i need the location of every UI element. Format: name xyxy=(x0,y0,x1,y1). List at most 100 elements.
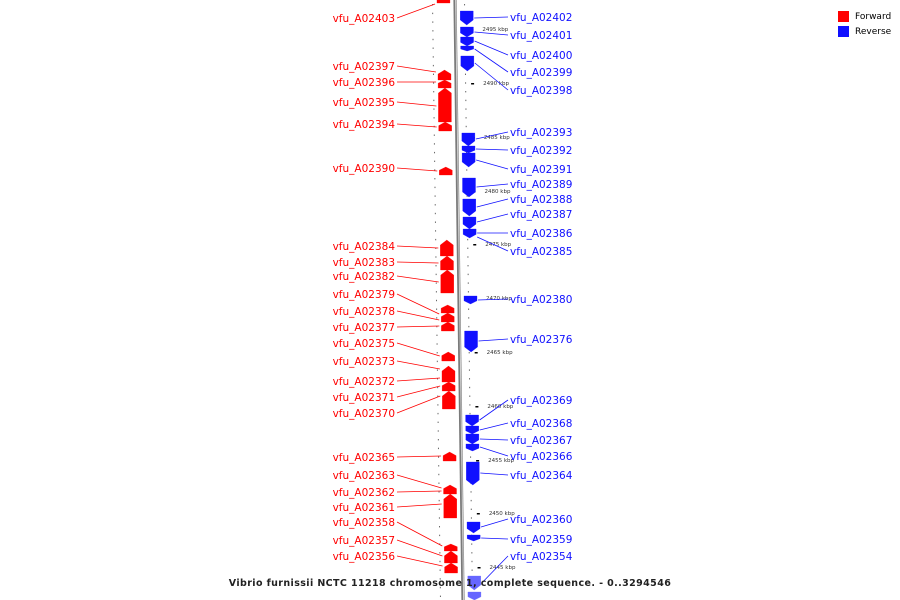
reverse-gene-label[interactable]: vfu_A02366 xyxy=(510,451,573,463)
reverse-gene-label[interactable]: vfu_A02399 xyxy=(510,67,572,79)
tick-dot xyxy=(465,99,467,102)
tick-dot xyxy=(466,195,468,197)
kbp-tick-label: 2460 kbp xyxy=(487,404,513,410)
forward-gene-label[interactable]: vfu_A02371 xyxy=(333,392,395,404)
legend-reverse-label: Reverse xyxy=(855,26,892,37)
tick-dot xyxy=(434,169,436,171)
forward-gene-label[interactable]: vfu_A02375 xyxy=(333,338,395,350)
forward-gene-label[interactable]: vfu_A02403 xyxy=(333,13,395,25)
tick-dot xyxy=(471,543,473,545)
reverse-gene-label[interactable]: vfu_A02369 xyxy=(510,395,572,407)
reverse-gene-label[interactable]: vfu_A02380 xyxy=(510,294,572,306)
forward-gene-label[interactable]: vfu_A02356 xyxy=(333,551,396,563)
reverse-gene-label[interactable]: vfu_A02400 xyxy=(510,50,572,62)
forward-gene-arrow xyxy=(440,304,455,314)
tick-dot xyxy=(432,64,434,67)
tick-dot xyxy=(465,117,467,119)
reverse-leader-line xyxy=(479,438,509,441)
forward-leader-line xyxy=(396,310,440,321)
tick-dot xyxy=(466,151,468,154)
forward-gene-arrow xyxy=(438,121,452,132)
forward-gene-label[interactable]: vfu_A02365 xyxy=(333,452,395,464)
tick-dot xyxy=(434,160,436,162)
kbp-tick xyxy=(477,567,481,569)
forward-leader-line xyxy=(396,395,441,414)
tick-dot xyxy=(433,82,435,84)
reverse-leader-line xyxy=(478,338,509,342)
tick-dot xyxy=(437,412,439,415)
forward-leader-line xyxy=(396,521,443,547)
tick-dot xyxy=(464,73,466,75)
tick-dot xyxy=(439,578,441,580)
forward-gene-label[interactable]: vfu_A02357 xyxy=(333,535,395,547)
forward-gene-label[interactable]: vfu_A02361 xyxy=(333,502,395,514)
tick-dot xyxy=(437,447,439,450)
forward-gene-label[interactable]: vfu_A02377 xyxy=(333,322,395,334)
tick-dot xyxy=(439,586,441,589)
forward-gene-label[interactable]: vfu_A02362 xyxy=(333,487,395,499)
reverse-gene-label[interactable]: vfu_A02354 xyxy=(510,551,573,563)
forward-leader-line xyxy=(396,455,442,458)
forward-gene-label[interactable]: vfu_A02395 xyxy=(333,97,395,109)
forward-gene-arrow xyxy=(440,269,454,294)
tick-dot xyxy=(471,569,473,571)
forward-gene-label[interactable]: vfu_A02372 xyxy=(333,376,395,388)
tick-dot xyxy=(469,378,471,380)
reverse-gene-label[interactable]: vfu_A02367 xyxy=(510,435,572,447)
tick-dot xyxy=(435,256,437,258)
reverse-leader-line xyxy=(481,555,509,584)
reverse-gene-label[interactable]: vfu_A02401 xyxy=(510,30,572,42)
reverse-gene-label[interactable]: vfu_A02360 xyxy=(510,514,572,526)
reverse-gene-label[interactable]: vfu_A02389 xyxy=(510,179,572,191)
forward-swatch xyxy=(838,11,849,22)
forward-gene-arrow xyxy=(440,239,454,257)
reverse-gene-label[interactable]: vfu_A02376 xyxy=(510,334,573,346)
tick-dot xyxy=(468,369,470,371)
tick-dot xyxy=(432,30,434,32)
forward-leader-line xyxy=(396,293,440,315)
forward-leader-line xyxy=(396,325,440,328)
reverse-gene-label[interactable]: vfu_A02368 xyxy=(510,418,572,430)
reverse-gene-label[interactable]: vfu_A02387 xyxy=(510,209,572,221)
forward-gene-label[interactable]: vfu_A02370 xyxy=(333,408,395,420)
reverse-gene-label[interactable]: vfu_A02402 xyxy=(510,12,572,24)
reverse-gene-label[interactable]: vfu_A02392 xyxy=(510,145,572,157)
kbp-tick-label: 2450 kbp xyxy=(489,511,515,517)
reverse-gene-label[interactable]: vfu_A02391 xyxy=(510,164,572,176)
kbp-tick-label: 2480 kbp xyxy=(485,189,511,195)
forward-gene-label[interactable]: vfu_A02390 xyxy=(333,163,395,175)
reverse-leader-line xyxy=(474,40,509,56)
reverse-gene-label[interactable]: vfu_A02388 xyxy=(510,194,572,206)
forward-gene-label[interactable]: vfu_A02383 xyxy=(333,257,395,269)
forward-gene-label[interactable]: vfu_A02378 xyxy=(333,306,395,318)
forward-gene-label[interactable]: vfu_A02363 xyxy=(333,470,395,482)
reverse-gene-arrow xyxy=(462,228,477,239)
forward-leader-line xyxy=(396,65,437,73)
reverse-gene-arrow xyxy=(466,461,480,486)
reverse-leader-line xyxy=(476,159,509,170)
forward-gene-label[interactable]: vfu_A02384 xyxy=(333,241,396,253)
forward-gene-label[interactable]: vfu_A02358 xyxy=(333,517,395,529)
forward-gene-label[interactable]: vfu_A02397 xyxy=(333,61,395,73)
reverse-gene-arrow xyxy=(463,295,478,305)
forward-gene-label[interactable]: vfu_A02379 xyxy=(333,289,395,301)
reverse-gene-arrow xyxy=(466,521,481,534)
reverse-gene-label[interactable]: vfu_A02393 xyxy=(510,127,572,139)
forward-gene-label[interactable]: vfu_A02396 xyxy=(333,77,396,89)
tick-dot xyxy=(469,395,471,397)
reverse-gene-label[interactable]: vfu_A02385 xyxy=(510,246,572,258)
forward-gene-label[interactable]: vfu_A02382 xyxy=(333,271,395,283)
forward-gene-arrow xyxy=(437,69,452,81)
reverse-gene-label[interactable]: vfu_A02386 xyxy=(510,228,573,240)
forward-gene-label[interactable]: vfu_A02394 xyxy=(333,119,396,131)
reverse-gene-label[interactable]: vfu_A02359 xyxy=(510,534,572,546)
reverse-gene-arrow xyxy=(460,45,474,52)
tick-dot xyxy=(470,456,472,458)
reverse-gene-arrow xyxy=(467,575,481,591)
tick-dot xyxy=(433,99,435,102)
reverse-gene-label[interactable]: vfu_A02398 xyxy=(510,85,572,97)
reverse-gene-arrow xyxy=(462,216,477,230)
forward-gene-label[interactable]: vfu_A02373 xyxy=(333,356,395,368)
reverse-gene-label[interactable]: vfu_A02364 xyxy=(510,470,573,482)
forward-gene-arrow xyxy=(440,255,454,271)
